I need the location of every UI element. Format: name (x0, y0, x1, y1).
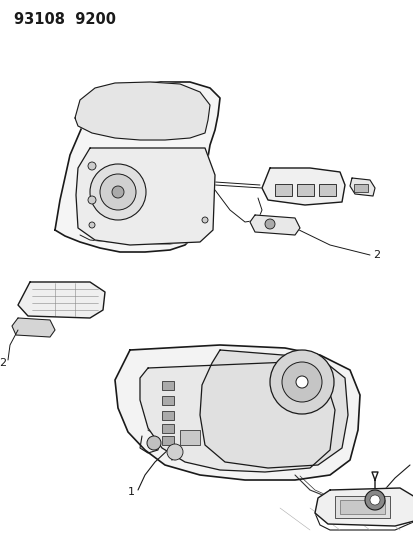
Polygon shape (18, 282, 105, 318)
Circle shape (364, 490, 384, 510)
Text: 93108  9200: 93108 9200 (14, 12, 116, 27)
Circle shape (166, 444, 183, 460)
Text: 2: 2 (412, 458, 413, 468)
Polygon shape (55, 82, 219, 252)
Bar (353, 184, 367, 192)
Polygon shape (249, 215, 299, 235)
Circle shape (202, 217, 207, 223)
Bar (161, 424, 173, 433)
Bar (339, 500, 384, 514)
Circle shape (295, 376, 307, 388)
Bar (318, 184, 335, 196)
Circle shape (269, 350, 333, 414)
Polygon shape (314, 488, 413, 526)
Circle shape (88, 162, 96, 170)
Polygon shape (76, 148, 214, 245)
Circle shape (88, 196, 96, 204)
Polygon shape (199, 350, 347, 468)
Text: 2: 2 (0, 358, 6, 368)
Bar (296, 184, 313, 196)
Circle shape (369, 495, 379, 505)
Polygon shape (140, 362, 334, 472)
Polygon shape (261, 168, 344, 205)
Circle shape (90, 164, 146, 220)
Bar (161, 436, 173, 445)
Bar (161, 381, 173, 390)
Polygon shape (349, 178, 374, 196)
Circle shape (281, 362, 321, 402)
Circle shape (264, 219, 274, 229)
Polygon shape (75, 82, 209, 140)
Bar (334, 496, 389, 518)
Text: 1: 1 (128, 487, 135, 497)
Polygon shape (12, 318, 55, 337)
Circle shape (112, 186, 124, 198)
Polygon shape (115, 345, 359, 480)
Circle shape (147, 436, 161, 450)
Bar (161, 396, 173, 405)
Circle shape (100, 174, 136, 210)
Bar (161, 411, 173, 420)
Text: 2: 2 (372, 250, 379, 260)
Bar (274, 184, 291, 196)
Bar (180, 430, 199, 445)
Circle shape (89, 222, 95, 228)
